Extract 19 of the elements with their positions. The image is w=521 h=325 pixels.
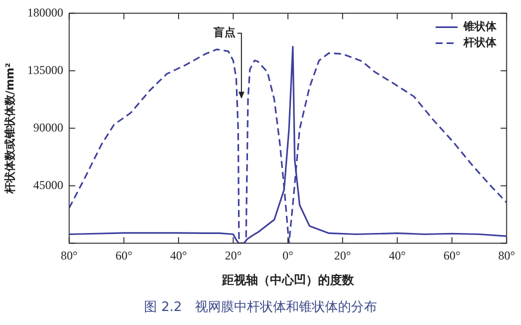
y-tick-label: 180000 (27, 5, 64, 20)
y-tick-label: 135000 (27, 62, 64, 77)
x-tick-label: 80° (60, 248, 78, 263)
x-tick-label: 0° (282, 248, 294, 263)
legend-label: 锥状体 (462, 20, 498, 34)
x-tick-label: 20° (334, 248, 352, 263)
legend-label: 杆状体 (462, 36, 498, 50)
x-tick-label: 20° (224, 248, 242, 263)
x-tick-label: 80° (498, 248, 516, 263)
x-tick-label: 40° (170, 248, 188, 263)
caption: 图 2.2 视网膜中杆状体和锥状体的分布 (143, 299, 378, 316)
x-tick-label: 60° (115, 248, 132, 263)
y-tick-label: 90000 (33, 120, 64, 134)
y-tick-label: 45000 (33, 178, 64, 192)
y-axis-title: 杆状体数或锥状体数/mm² (3, 62, 16, 195)
x-tick-label: 40° (388, 248, 406, 263)
x-axis-title: 距视轴（中心凹）的度数 (220, 272, 355, 287)
x-tick-label: 60° (444, 248, 461, 263)
annotation: 盲点 (212, 26, 236, 40)
